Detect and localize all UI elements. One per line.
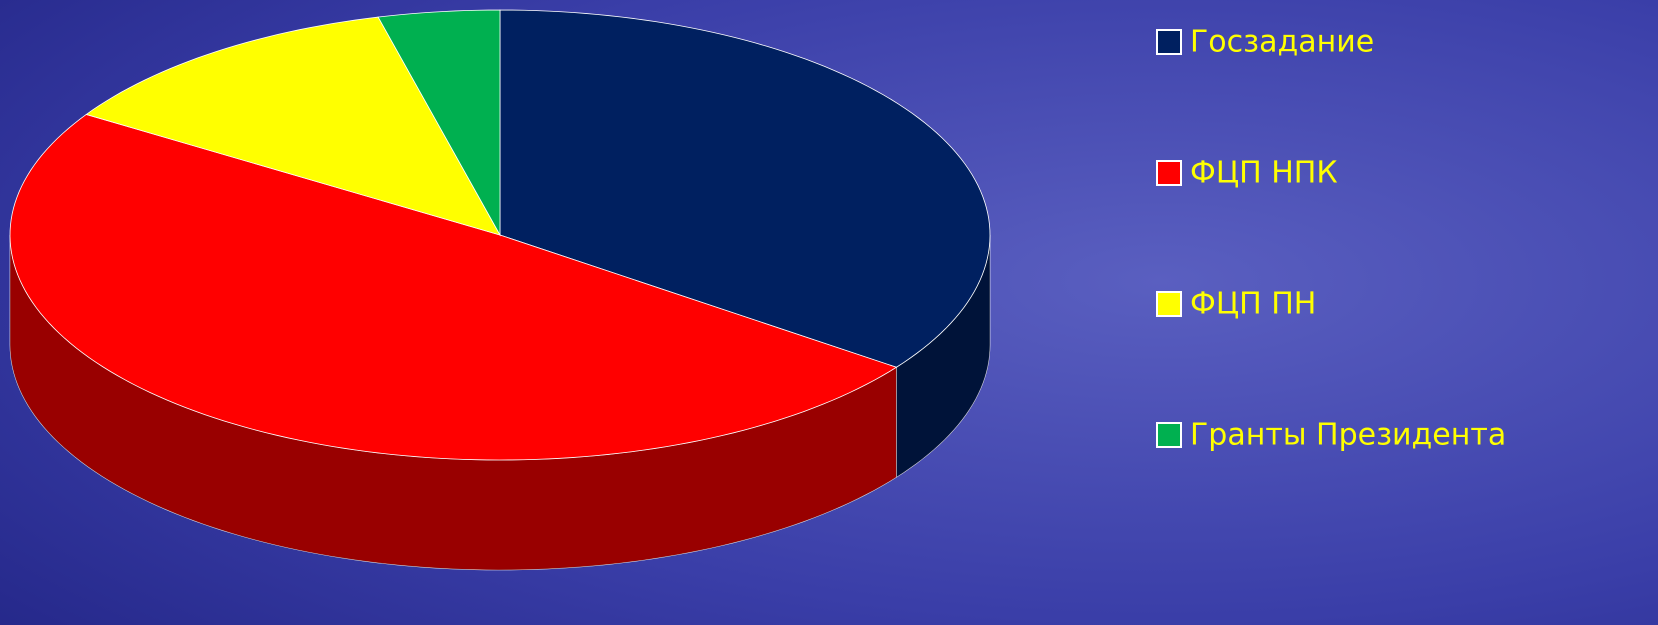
legend: Госзадание ФЦП НПК ФЦП ПН Гранты Президента: [1156, 25, 1506, 453]
legend-label: ФЦП ПН: [1190, 287, 1316, 322]
slice: [377, 9, 501, 237]
slice: [499, 9, 991, 368]
legend-label: Гранты Президента: [1190, 418, 1506, 453]
legend-swatch: [1156, 422, 1182, 448]
legend-label: Госзадание: [1190, 25, 1374, 60]
legend-swatch: [1156, 29, 1182, 55]
slice: [85, 16, 501, 236]
slice-side-shade: [896, 235, 990, 478]
pie: [9, 9, 991, 571]
slice-side-shade: [10, 235, 897, 570]
legend-swatch: [1156, 291, 1182, 317]
legend-swatch: [1156, 160, 1182, 186]
legend-label: ФЦП НПК: [1190, 156, 1338, 191]
slice: [9, 113, 898, 461]
